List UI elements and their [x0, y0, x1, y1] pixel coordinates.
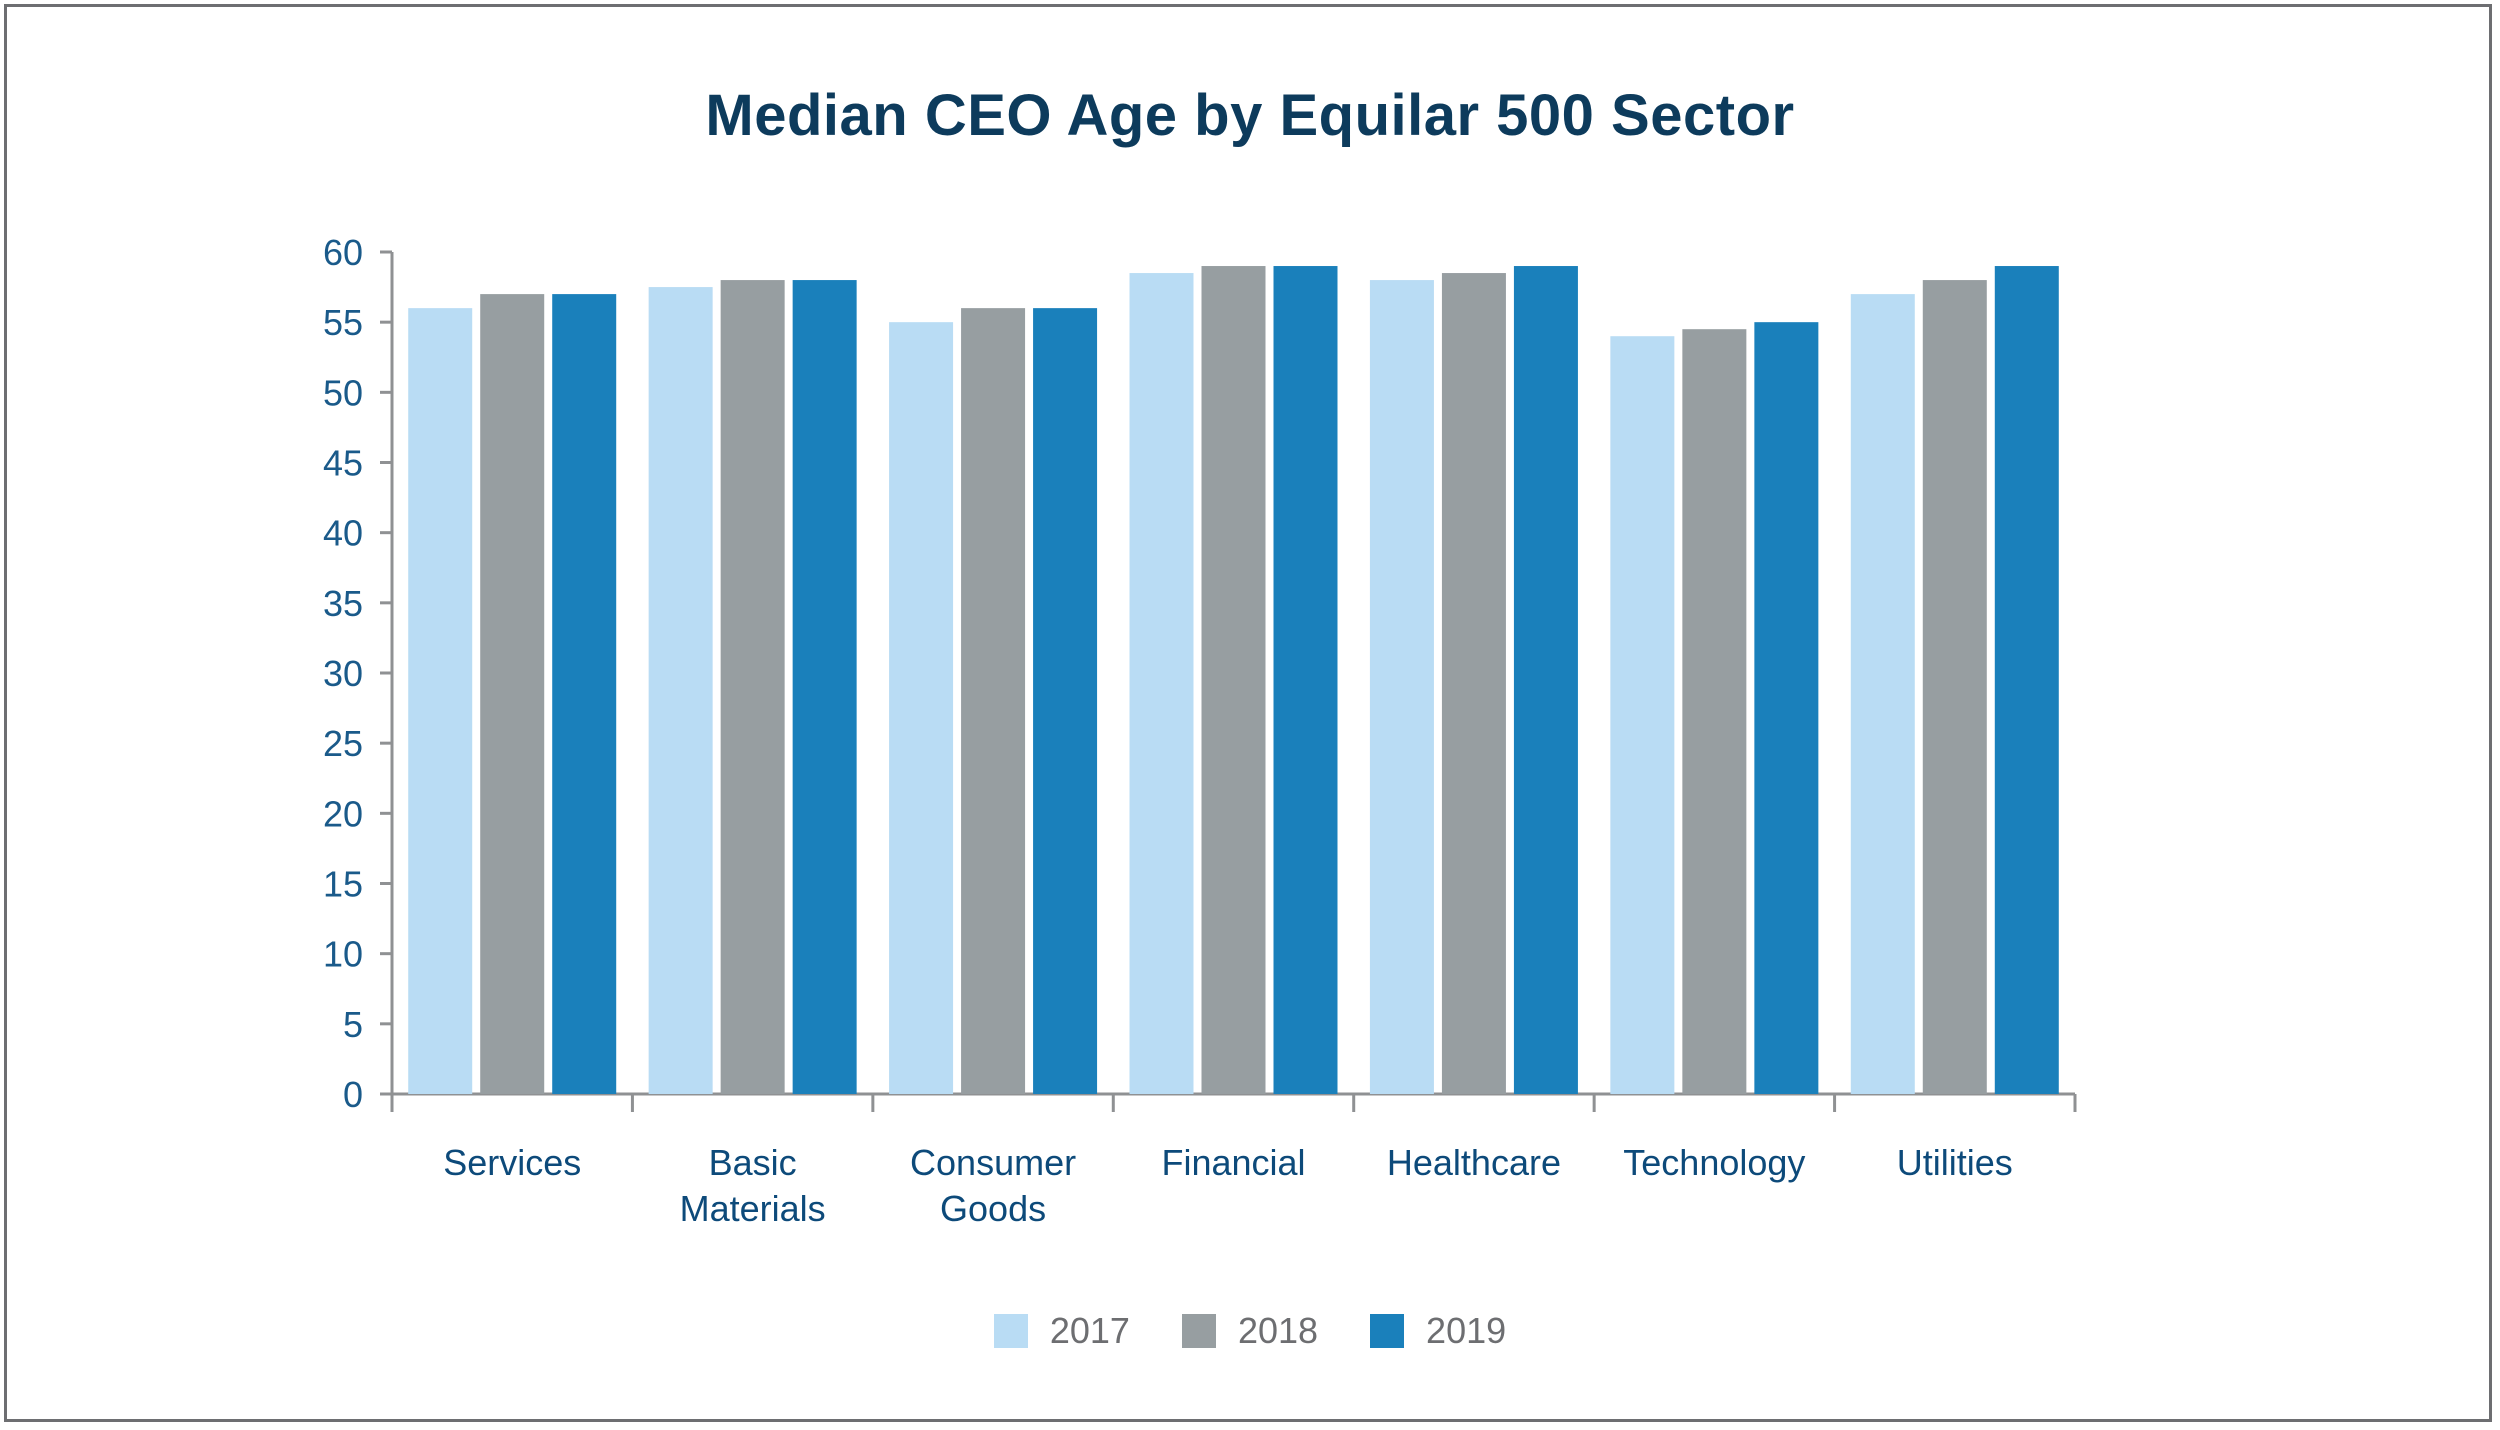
bar-2018 — [961, 308, 1026, 1095]
chart-title: Median CEO Age by Equilar 500 Sector — [705, 83, 1795, 148]
bar-2017 — [1129, 273, 1194, 1094]
bar-2019 — [1033, 308, 1098, 1095]
bar-2019 — [552, 294, 617, 1095]
y-tick-label: 60 — [323, 232, 363, 273]
bar-2017 — [1369, 280, 1434, 1095]
y-tick-label: 55 — [323, 302, 363, 343]
x-category-label: Utilities — [1897, 1142, 2013, 1183]
x-category-label: Goods — [940, 1188, 1046, 1229]
bar-2017 — [648, 287, 713, 1094]
bar-2019 — [792, 280, 857, 1095]
y-tick-label: 45 — [323, 443, 363, 484]
y-tick-label: 0 — [343, 1074, 363, 1115]
y-tick-label: 25 — [323, 723, 363, 764]
legend: 2017 2018 2019 — [0, 1310, 2500, 1352]
legend-swatch-2018 — [1181, 1314, 1216, 1348]
x-category-label: Services — [443, 1142, 581, 1183]
bar-2019 — [1754, 322, 1819, 1095]
legend-swatch-2019 — [1370, 1314, 1405, 1348]
x-category-label: Financial — [1161, 1142, 1305, 1183]
bar-2017 — [408, 308, 473, 1095]
legend-swatch-2017 — [993, 1314, 1028, 1348]
y-tick-label: 15 — [323, 864, 363, 905]
y-tick-label: 10 — [323, 934, 363, 975]
legend-item-2018: 2018 — [1181, 1310, 1319, 1352]
y-tick-label: 20 — [323, 793, 363, 834]
bar-2019 — [1513, 266, 1578, 1094]
y-tick-label: 35 — [323, 583, 363, 624]
x-category-label: Materials — [680, 1188, 826, 1229]
x-category-label: Consumer — [910, 1142, 1076, 1183]
bar-2017 — [1850, 294, 1915, 1095]
y-tick-label: 40 — [323, 513, 363, 554]
y-tick-label: 5 — [343, 1004, 363, 1045]
y-tick-label: 30 — [323, 653, 363, 694]
x-category-label: Technology — [1623, 1142, 1805, 1183]
bar-2019 — [1994, 266, 2059, 1094]
bar-2018 — [1922, 280, 1987, 1095]
bar-2017 — [1610, 336, 1675, 1094]
bar-2019 — [1273, 266, 1338, 1094]
legend-item-2019: 2019 — [1370, 1310, 1506, 1352]
bar-2018 — [1441, 273, 1506, 1094]
bar-2017 — [889, 322, 954, 1095]
legend-label-2018: 2018 — [1237, 1310, 1319, 1351]
x-category-label: Healthcare — [1387, 1142, 1561, 1183]
y-tick-label: 50 — [323, 372, 363, 413]
bar-2018 — [1201, 266, 1266, 1094]
bar-2018 — [1682, 329, 1747, 1094]
bar-2018 — [720, 280, 785, 1095]
legend-label-2017: 2017 — [1049, 1310, 1130, 1351]
legend-label-2019: 2019 — [1426, 1310, 1507, 1351]
bar-2018 — [480, 294, 545, 1095]
x-category-label: Basic — [709, 1142, 797, 1183]
legend-item-2017: 2017 — [993, 1310, 1130, 1352]
